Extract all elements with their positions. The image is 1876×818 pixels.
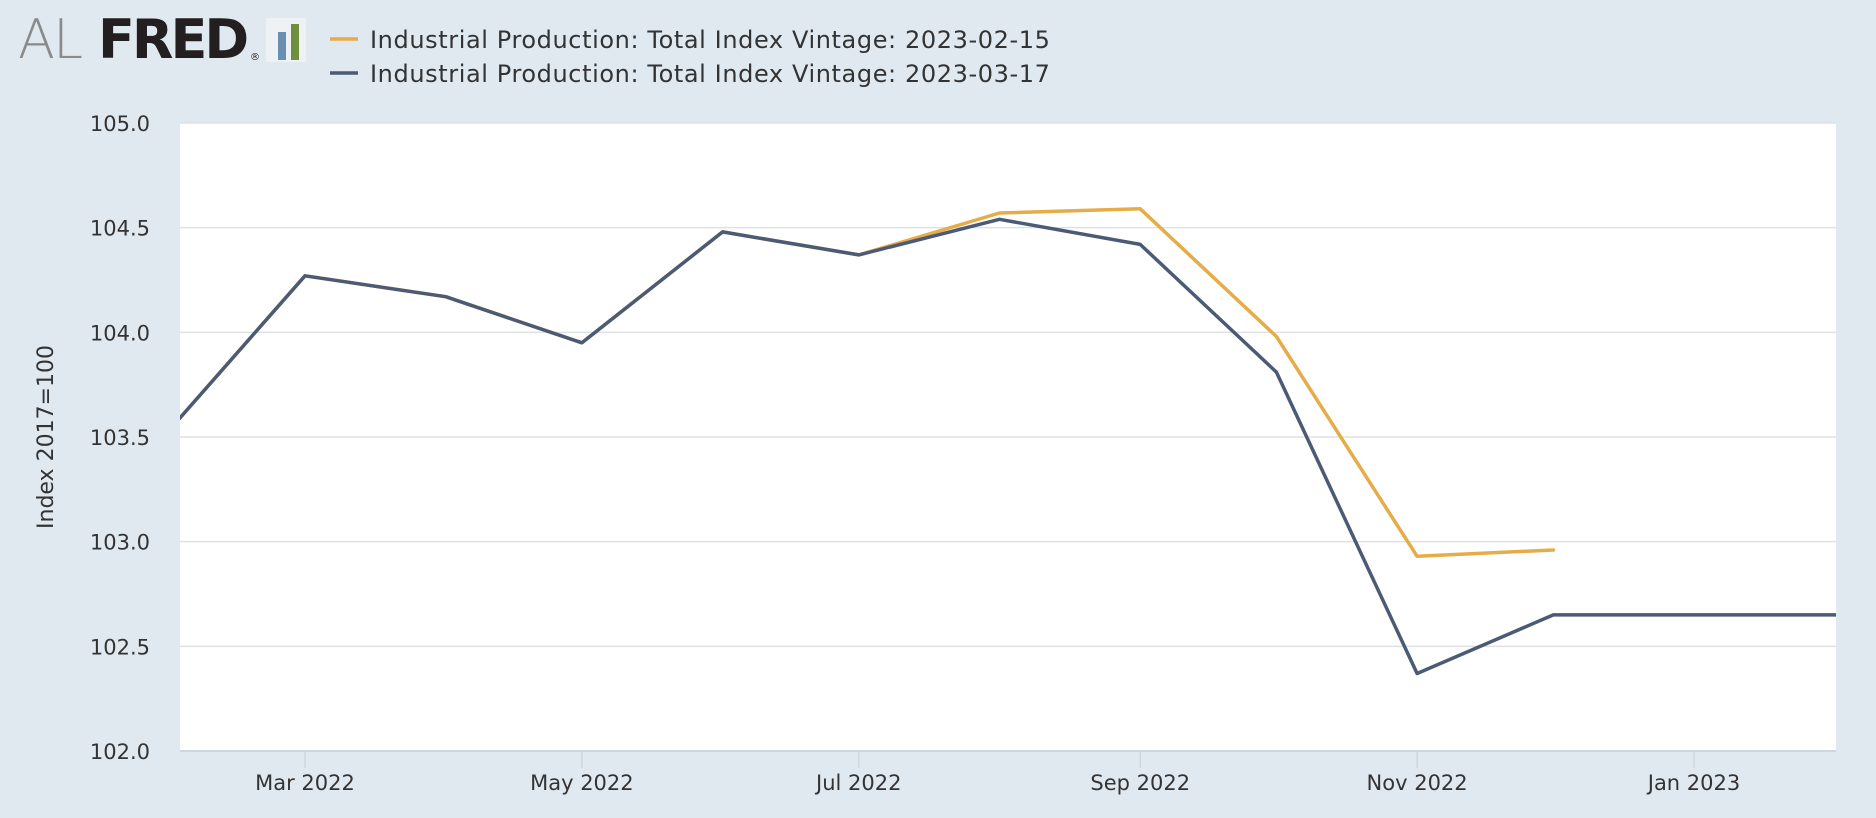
series-line-2: [180, 217, 1836, 676]
logo-bars-icon: [266, 18, 306, 62]
legend-label: Industrial Production: Total Index Vinta…: [370, 60, 1050, 88]
fred-logo[interactable]: AL FRED ®: [18, 8, 306, 71]
y-tick-label: 103.5: [90, 426, 150, 450]
y-axis-title: Index 2017=100: [34, 345, 59, 529]
x-tick-label: Sep 2022: [1090, 771, 1190, 795]
y-tick-label: 105.0: [90, 112, 150, 136]
legend-label: Industrial Production: Total Index Vinta…: [370, 26, 1050, 54]
gridlines: [180, 122, 1836, 648]
y-tick-label: 102.5: [90, 635, 150, 659]
x-axis-ticks: Mar 2022 May 2022 Jul 2022 Sep 2022 Nov 2022…: [255, 751, 1740, 795]
y-tick-label: 103.0: [90, 531, 150, 555]
series-lines: [180, 207, 1836, 676]
logo-fred-text: FRED: [98, 8, 246, 71]
y-tick-label: 104.0: [90, 321, 150, 345]
legend: Industrial Production: Total Index Vinta…: [330, 26, 1050, 88]
x-tick-label: Mar 2022: [255, 771, 355, 795]
y-axis-ticks: 102.0 102.5 103.0 103.5 104.0 104.5 105.0: [90, 112, 150, 764]
x-tick-label: Nov 2022: [1367, 771, 1468, 795]
x-tick-label: Jul 2022: [814, 771, 901, 795]
logo-al-text: AL: [18, 8, 82, 71]
logo-registered-mark: ®: [250, 52, 260, 63]
x-tick-label: May 2022: [530, 771, 634, 795]
y-tick-label: 102.0: [90, 740, 150, 764]
x-tick-label: Jan 2023: [1646, 771, 1741, 795]
y-tick-label: 104.5: [90, 217, 150, 241]
